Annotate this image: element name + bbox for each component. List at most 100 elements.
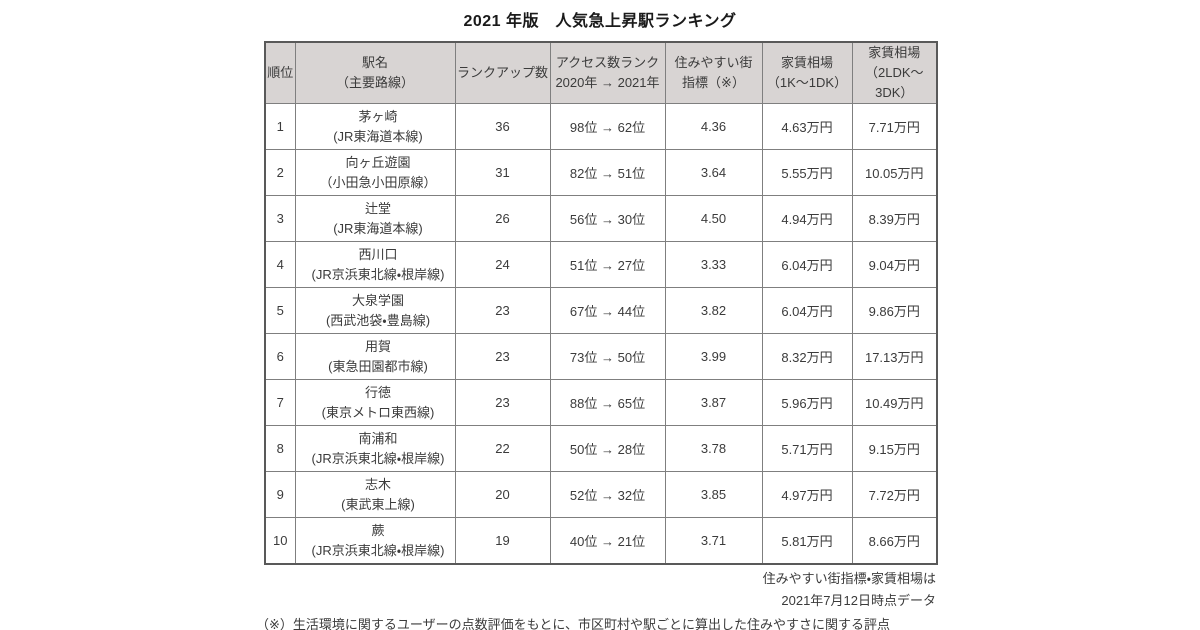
rank-cell: 9 bbox=[264, 471, 296, 519]
station-line: （小田急小田原線） bbox=[319, 174, 437, 190]
table-row: 8 南浦和 (JR京浜東北線・根岸線) 22 50位 → 28位 3.78 5.… bbox=[264, 425, 938, 473]
access-rank-cell: 50位 → 28位 bbox=[549, 425, 666, 473]
rent-1k-1dk-cell: 6.04万円 bbox=[761, 287, 853, 335]
header-line1: ランクアップ数 bbox=[456, 65, 548, 81]
header-access-rank: アクセス数ランク 2020年 → 2021年 bbox=[549, 41, 666, 105]
station-name: 茅ヶ崎 bbox=[358, 109, 398, 125]
rent-1k-1dk-cell: 5.55万円 bbox=[761, 149, 853, 197]
table-row: 4 西川口 (JR京浜東北線・根岸線) 24 51位 → 27位 3.33 6.… bbox=[264, 241, 938, 289]
station-cell: 蕨 (JR京浜東北線・根岸線) bbox=[294, 517, 456, 565]
data-source-note-line1: 住みやすい街指標・家賃相場は bbox=[762, 570, 936, 586]
rent-2ldk-3dk-cell: 7.71万円 bbox=[851, 103, 938, 151]
access-rank-cell: 82位 → 51位 bbox=[549, 149, 666, 197]
rent-1k-1dk-cell: 4.63万円 bbox=[761, 103, 853, 151]
rent-2ldk-3dk-cell: 10.49万円 bbox=[851, 379, 938, 427]
station-name: 向ヶ丘遊園 bbox=[345, 155, 411, 171]
station-cell: 用賀 (東急田園都市線) bbox=[294, 333, 456, 381]
station-cell: 茅ヶ崎 (JR東海道本線) bbox=[294, 103, 456, 151]
header-line1: 住みやすい街 bbox=[674, 55, 753, 71]
access-rank-cell: 88位 → 65位 bbox=[549, 379, 666, 427]
rent-2ldk-3dk-cell: 8.39万円 bbox=[851, 195, 938, 243]
rent-1k-1dk-cell: 4.94万円 bbox=[761, 195, 853, 243]
rent-2ldk-3dk-cell: 17.13万円 bbox=[851, 333, 938, 381]
rank-cell: 6 bbox=[264, 333, 296, 381]
rank-cell: 1 bbox=[264, 103, 296, 151]
rent-1k-1dk-cell: 5.71万円 bbox=[761, 425, 853, 473]
table-row: 5 大泉学園 (西武池袋・豊島線) 23 67位 → 44位 3.82 6.04… bbox=[264, 287, 938, 335]
station-line: (東武東上線) bbox=[341, 496, 415, 512]
livability-index-cell: 3.71 bbox=[664, 517, 763, 565]
livability-index-cell: 4.50 bbox=[664, 195, 763, 243]
table-row: 1 茅ヶ崎 (JR東海道本線) 36 98位 → 62位 4.36 4.63万円… bbox=[264, 103, 938, 151]
livability-index-cell: 3.85 bbox=[664, 471, 763, 519]
station-name: 行徳 bbox=[364, 385, 391, 401]
station-name: 南浦和 bbox=[358, 431, 398, 447]
table-row: 6 用賀 (東急田園都市線) 23 73位 → 50位 3.99 8.32万円 … bbox=[264, 333, 938, 381]
header-rent-1k-1dk: 家賃相場 （1K～1DK） bbox=[761, 41, 853, 105]
rankup-cell: 36 bbox=[454, 103, 551, 151]
access-rank-cell: 98位 → 62位 bbox=[549, 103, 666, 151]
ranking-table: 順位 駅名 （主要路線） ランクアップ数 アクセス数ランク 2020年 → 20… bbox=[264, 41, 938, 565]
rankup-cell: 24 bbox=[454, 241, 551, 289]
station-line: (JR京浜東北線・根岸線) bbox=[311, 542, 445, 558]
data-source-note: 住みやすい街指標・家賃相場は 2021年7月12日時点データ bbox=[264, 568, 936, 612]
header-line1: 順位 bbox=[267, 65, 294, 81]
rank-cell: 3 bbox=[264, 195, 296, 243]
rankup-cell: 31 bbox=[454, 149, 551, 197]
livability-index-cell: 3.82 bbox=[664, 287, 763, 335]
table-row: 9 志木 (東武東上線) 20 52位 → 32位 3.85 4.97万円 7.… bbox=[264, 471, 938, 519]
rent-1k-1dk-cell: 6.04万円 bbox=[761, 241, 853, 289]
station-name: 大泉学園 bbox=[351, 293, 404, 309]
content-area: 2021 年版 人気急上昇駅ランキング 順位 駅名 （主要路線） bbox=[256, 0, 938, 630]
rankup-cell: 19 bbox=[454, 517, 551, 565]
header-line1: 駅名 bbox=[361, 55, 388, 71]
rent-2ldk-3dk-cell: 7.72万円 bbox=[851, 471, 938, 519]
rankup-cell: 23 bbox=[454, 379, 551, 427]
livability-index-cell: 4.36 bbox=[664, 103, 763, 151]
station-name: 西川口 bbox=[358, 247, 398, 263]
rent-2ldk-3dk-cell: 9.86万円 bbox=[851, 287, 938, 335]
rankup-cell: 23 bbox=[454, 333, 551, 381]
access-rank-cell: 73位 → 50位 bbox=[549, 333, 666, 381]
table-row: 3 辻堂 (JR東海道本線) 26 56位 → 30位 4.50 4.94万円 … bbox=[264, 195, 938, 243]
rent-1k-1dk-cell: 5.96万円 bbox=[761, 379, 853, 427]
table-row: 10 蕨 (JR京浜東北線・根岸線) 19 40位 → 21位 3.71 5.8… bbox=[264, 517, 938, 565]
livability-index-cell: 3.33 bbox=[664, 241, 763, 289]
rank-cell: 8 bbox=[264, 425, 296, 473]
livability-index-cell: 3.99 bbox=[664, 333, 763, 381]
station-line: (JR京浜東北線・根岸線) bbox=[311, 266, 445, 282]
station-name: 辻堂 bbox=[364, 201, 391, 217]
livability-index-cell: 3.87 bbox=[664, 379, 763, 427]
table-row: 2 向ヶ丘遊園 （小田急小田原線） 31 82位 → 51位 3.64 5.55… bbox=[264, 149, 938, 197]
rank-cell: 4 bbox=[264, 241, 296, 289]
asterisk-note: （※）生活環境に関するユーザーの点数評価をもとに、市区町村や駅ごとに算出した住み… bbox=[256, 617, 890, 630]
table-header: 順位 駅名 （主要路線） ランクアップ数 アクセス数ランク 2020年 → 20… bbox=[264, 41, 938, 105]
station-cell: 行徳 (東京メトロ東西線) bbox=[294, 379, 456, 427]
access-rank-cell: 51位 → 27位 bbox=[549, 241, 666, 289]
rent-2ldk-3dk-cell: 8.66万円 bbox=[851, 517, 938, 565]
access-rank-cell: 56位 → 30位 bbox=[549, 195, 666, 243]
rank-cell: 7 bbox=[264, 379, 296, 427]
station-cell: 向ヶ丘遊園 （小田急小田原線） bbox=[294, 149, 456, 197]
station-cell: 南浦和 (JR京浜東北線・根岸線) bbox=[294, 425, 456, 473]
header-livability-index: 住みやすい街 指標（※） bbox=[664, 41, 763, 105]
station-cell: 辻堂 (JR東海道本線) bbox=[294, 195, 456, 243]
header-rent-2ldk-3dk: 家賃相場 （2LDK～3DK） bbox=[851, 41, 938, 105]
rankup-cell: 20 bbox=[454, 471, 551, 519]
rank-cell: 5 bbox=[264, 287, 296, 335]
header-line1: 家賃相場 bbox=[780, 55, 833, 71]
access-rank-cell: 40位 → 21位 bbox=[549, 517, 666, 565]
station-line: (JR京浜東北線・根岸線) bbox=[311, 450, 445, 466]
header-line1: 家賃相場 bbox=[868, 45, 921, 60]
station-cell: 志木 (東武東上線) bbox=[294, 471, 456, 519]
header-line1: アクセス数ランク bbox=[555, 55, 660, 71]
header-line2: 指標（※） bbox=[682, 75, 745, 91]
rank-cell: 10 bbox=[264, 517, 296, 565]
station-line: (東京メトロ東西線) bbox=[321, 404, 435, 420]
rent-1k-1dk-cell: 5.81万円 bbox=[761, 517, 853, 565]
header-rankup: ランクアップ数 bbox=[454, 41, 551, 105]
station-line: (西武池袋・豊島線) bbox=[325, 312, 431, 328]
station-name: 用賀 bbox=[364, 339, 391, 355]
access-rank-cell: 67位 → 44位 bbox=[549, 287, 666, 335]
data-source-note-line2: 2021年7月12日時点データ bbox=[781, 593, 936, 609]
